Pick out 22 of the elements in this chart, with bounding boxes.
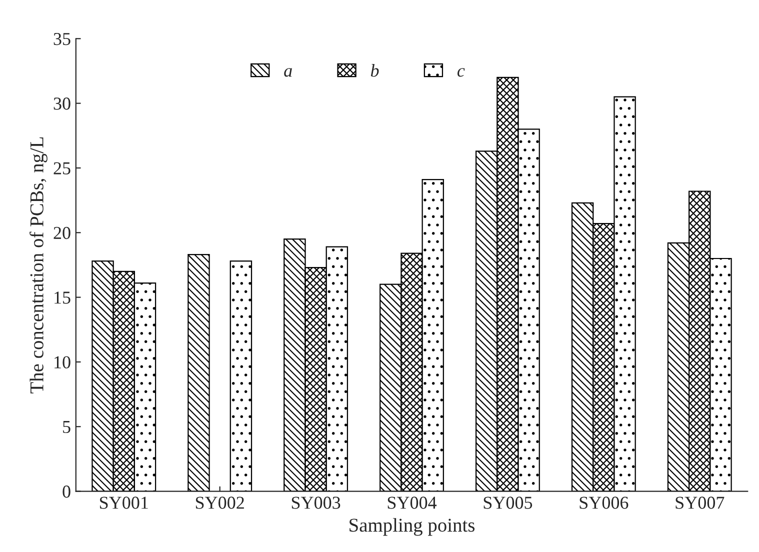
y-tick-label: 20 bbox=[54, 226, 70, 240]
y-tick-label: 25 bbox=[54, 162, 70, 174]
x-tick-label: SY005 bbox=[484, 496, 532, 509]
legend-label: b bbox=[370, 64, 379, 77]
y-tick-label: 0 bbox=[62, 486, 70, 498]
legend-label: c bbox=[457, 68, 465, 77]
y-tick-label: 35 bbox=[54, 32, 70, 46]
legend-label: a bbox=[284, 68, 292, 77]
x-tick-label: SY007 bbox=[676, 496, 724, 509]
y-tick-label: 15 bbox=[54, 292, 70, 304]
y-tick-label: 5 bbox=[63, 421, 70, 434]
x-axis-title: Sampling points bbox=[350, 518, 475, 536]
x-tick-label: SY004 bbox=[388, 496, 437, 509]
x-tick-label: SY006 bbox=[580, 496, 628, 509]
x-tick-label: SY003 bbox=[292, 496, 340, 509]
x-tick-label: SY002 bbox=[196, 496, 244, 509]
y-tick-label: 30 bbox=[54, 98, 70, 110]
y-tick-label: 10 bbox=[54, 356, 70, 368]
y-axis-title: The concentration of PCBs, ng/L bbox=[30, 137, 48, 394]
bar bbox=[188, 254, 210, 492]
x-tick-label: SY001 bbox=[100, 496, 148, 509]
bar bbox=[230, 260, 252, 492]
